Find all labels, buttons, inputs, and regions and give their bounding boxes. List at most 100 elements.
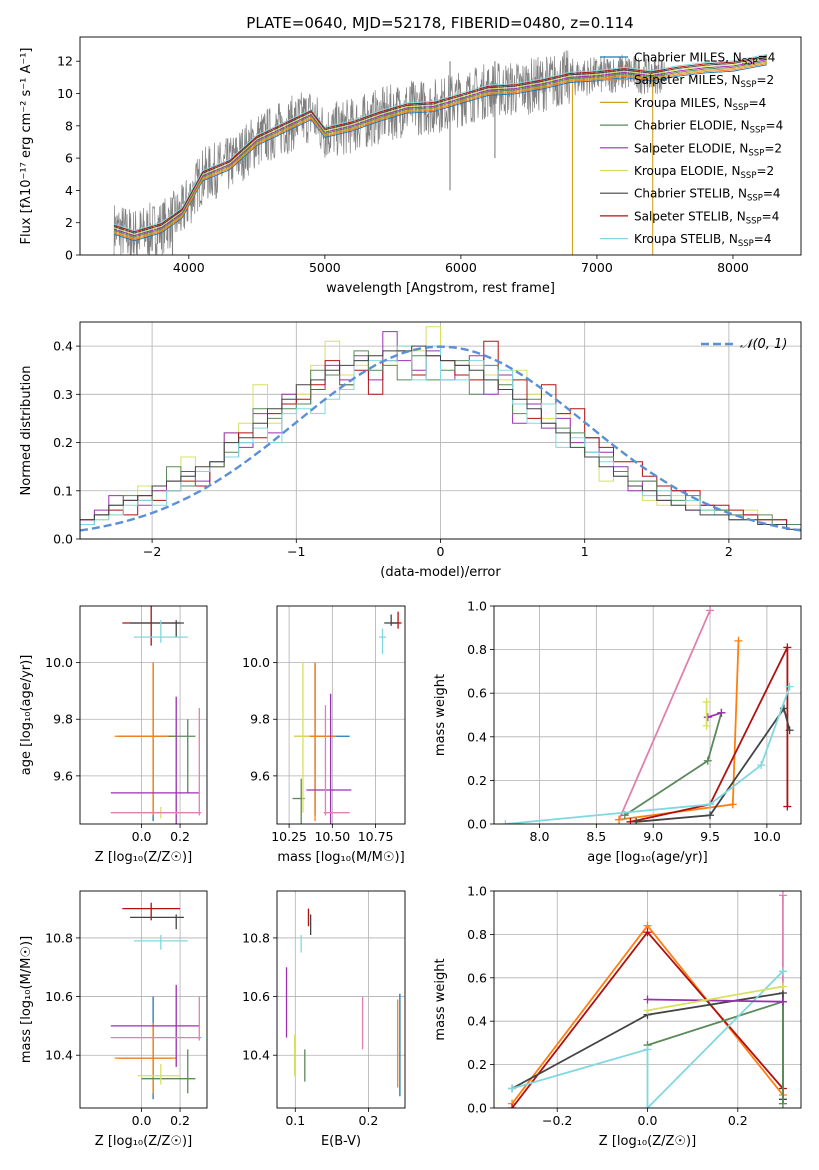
legend-label: Salpeter MILES, NSSP=2 bbox=[634, 73, 774, 90]
age-vs-mass-xlabel: mass [log₁₀(M/M☉)] bbox=[277, 850, 404, 865]
legend-label: Salpeter ELODIE, NSSP=2 bbox=[634, 141, 782, 158]
mass-weight-line bbox=[630, 647, 789, 823]
mass-vs-Z-ytick-label: 10.4 bbox=[45, 1048, 73, 1063]
massweight-vs-Z-ytick-label: 0.2 bbox=[467, 1057, 487, 1072]
mass-vs-Z-ylabel: mass [log₁₀(M/M☉)] bbox=[19, 936, 34, 1063]
mass-weight-line bbox=[707, 711, 722, 719]
spectrum-ytick-label: 12 bbox=[57, 54, 73, 69]
mass-weight-marker bbox=[783, 643, 792, 652]
age-vs-mass-xtick-label: 10.75 bbox=[358, 829, 394, 844]
massweight-vs-age-ytick-label: 0.8 bbox=[467, 642, 487, 657]
residuals-ytick-label: 0.3 bbox=[53, 387, 73, 402]
mass-vs-EBV-xtick-label: 0.2 bbox=[358, 1113, 378, 1128]
model-line bbox=[113, 59, 768, 237]
mass-weight-line bbox=[647, 985, 784, 1012]
mass-weight-marker bbox=[615, 815, 624, 824]
age-vs-mass-xtick-label: 10.25 bbox=[271, 829, 307, 844]
mass-vs-EBV-ytick-label: 10.4 bbox=[242, 1048, 270, 1063]
mass-weight-marker bbox=[706, 811, 715, 820]
mass-vs-EBV-ytick-label: 10.8 bbox=[242, 930, 270, 945]
mass-weight-marker bbox=[728, 800, 737, 809]
residuals-xtick-label: −2 bbox=[143, 544, 161, 559]
age-vs-mass-ytick-label: 9.8 bbox=[250, 712, 270, 727]
mass-weight-line bbox=[618, 610, 711, 820]
residuals-xtick-label: −1 bbox=[287, 544, 305, 559]
age-vs-Z-xtick-label: 0.2 bbox=[170, 829, 190, 844]
residuals-ytick-label: 0.0 bbox=[53, 532, 73, 547]
massweight-vs-age-ytick-label: 0.2 bbox=[467, 773, 487, 788]
mass-weight-marker bbox=[717, 708, 726, 717]
mass-weight-marker bbox=[734, 636, 743, 645]
mass-weight-marker bbox=[632, 817, 641, 824]
massweight-vs-age-frame bbox=[493, 605, 802, 825]
mass-weight-marker bbox=[703, 756, 712, 765]
residuals-xlabel: (data-model)/error bbox=[380, 565, 501, 580]
model-line bbox=[113, 57, 768, 235]
massweight-vs-Z-xtick-label: −0.2 bbox=[542, 1113, 572, 1128]
massweight-vs-Z-xtick-label: 0.2 bbox=[728, 1113, 748, 1128]
spectrum-xtick-label: 7000 bbox=[581, 260, 613, 275]
legend-label: Chabrier MILES, NSSP=4 bbox=[634, 51, 775, 68]
spectrum-frame bbox=[79, 36, 802, 256]
massweight-vs-Z-ytick-label: 0.6 bbox=[467, 970, 487, 985]
spectrum-ytick-label: 2 bbox=[65, 215, 73, 230]
spectrum-xtick-label: 5000 bbox=[309, 260, 341, 275]
massweight-vs-Z-ytick-label: 0.0 bbox=[467, 1101, 487, 1116]
mass-vs-Z-frame bbox=[79, 890, 208, 1109]
massweight-vs-Z-ytick-label: 0.8 bbox=[467, 927, 487, 942]
massweight-vs-Z-xtick-label: 0.0 bbox=[638, 1113, 658, 1128]
mass-vs-EBV-xlabel: E(B-V) bbox=[321, 1134, 361, 1149]
age-vs-Z-ytick-label: 9.8 bbox=[53, 712, 73, 727]
mass-weight-marker bbox=[785, 682, 794, 691]
mass-weight-line bbox=[618, 640, 740, 821]
mass-weight-marker bbox=[778, 967, 787, 976]
gaussian-curve bbox=[80, 345, 801, 532]
residuals-ytick-label: 0.1 bbox=[53, 483, 73, 498]
mass-vs-Z-xtick-label: 0.2 bbox=[170, 1113, 190, 1128]
residuals-ytick-label: 0.4 bbox=[53, 339, 73, 354]
residuals-xtick-label: 0 bbox=[437, 544, 445, 559]
model-line bbox=[113, 55, 768, 233]
age-vs-Z-ytick-label: 9.6 bbox=[53, 768, 73, 783]
mass-weight-marker bbox=[643, 1045, 652, 1054]
age-vs-mass-ytick-label: 10.0 bbox=[242, 655, 270, 670]
mass-weight-marker bbox=[778, 891, 787, 900]
spectrum-ytick-label: 10 bbox=[57, 86, 73, 101]
spectrum-ytick-label: 0 bbox=[65, 248, 73, 263]
age-vs-Z-ylabel: age [log₁₀(age/yr)] bbox=[19, 655, 34, 776]
massweight-vs-age-xtick-label: 8.5 bbox=[586, 829, 606, 844]
residuals-xtick-label: 2 bbox=[725, 544, 733, 559]
spectrum-xtick-label: 6000 bbox=[445, 260, 477, 275]
age-vs-Z-ytick-label: 10.0 bbox=[45, 655, 73, 670]
legend-label: Kroupa MILES, NSSP=4 bbox=[634, 96, 766, 113]
spectrum-ytick-label: 6 bbox=[65, 151, 73, 166]
mass-weight-marker bbox=[501, 820, 510, 824]
mass-vs-Z-ytick-label: 10.8 bbox=[45, 930, 73, 945]
massweight-vs-age-xlabel: age [log₁₀(age/yr)] bbox=[587, 850, 708, 865]
mass-vs-EBV-ytick-label: 10.6 bbox=[242, 989, 270, 1004]
mass-weight-marker bbox=[643, 1006, 652, 1015]
legend-label: 𝒩(0, 1) bbox=[740, 337, 787, 352]
mass-weight-marker bbox=[643, 1104, 652, 1108]
massweight-vs-Z-ylabel: mass weight bbox=[433, 958, 448, 1040]
mass-weight-marker bbox=[778, 1099, 787, 1108]
model-line bbox=[113, 60, 768, 238]
massweight-vs-age-ytick-label: 0.6 bbox=[467, 686, 487, 701]
mass-vs-Z-xlabel: Z [log₁₀(Z/Z☉)] bbox=[95, 1134, 192, 1149]
model-line bbox=[113, 56, 768, 234]
massweight-vs-age-xtick-label: 10.0 bbox=[753, 829, 781, 844]
spectrum-ytick-label: 4 bbox=[65, 183, 73, 198]
mass-weight-marker bbox=[703, 713, 712, 722]
massweight-vs-Z-xlabel: Z [log₁₀(Z/Z☉)] bbox=[599, 1134, 696, 1149]
mass-weight-marker bbox=[702, 721, 711, 730]
legend-label: Chabrier STELIB, NSSP=4 bbox=[634, 187, 781, 204]
model-line bbox=[113, 53, 768, 231]
mass-weight-marker bbox=[785, 726, 794, 735]
histogram-step bbox=[80, 345, 801, 539]
legend-label: Kroupa STELIB, NSSP=4 bbox=[634, 232, 772, 249]
mass-weight-marker bbox=[508, 1084, 517, 1093]
model-line bbox=[113, 63, 768, 240]
massweight-vs-Z-ytick-label: 1.0 bbox=[467, 884, 487, 899]
age-vs-Z-frame bbox=[79, 605, 208, 825]
